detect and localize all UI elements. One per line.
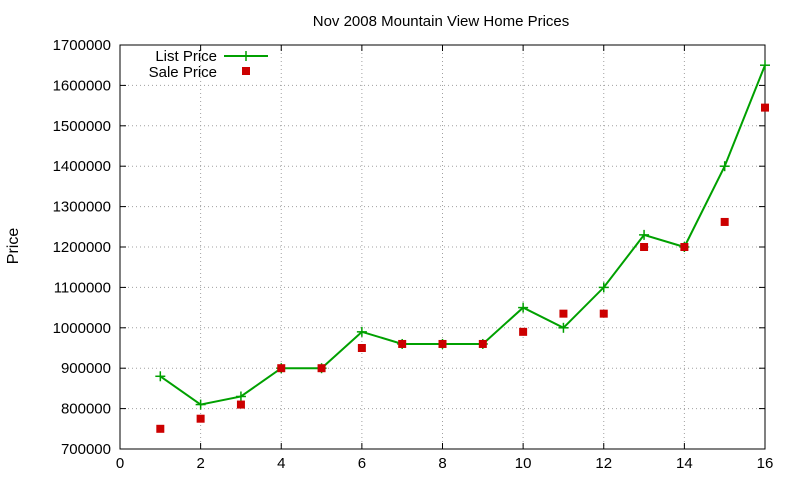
list-price-point bbox=[235, 391, 246, 402]
list-price-point bbox=[598, 282, 609, 293]
sale-price-point bbox=[599, 309, 608, 318]
y-tick-label: 700000 bbox=[61, 441, 111, 458]
y-tick-label: 1200000 bbox=[53, 239, 111, 256]
legend: List Price Sale Price bbox=[149, 48, 268, 81]
list-price-point bbox=[195, 399, 206, 410]
x-tick-label: 4 bbox=[277, 455, 285, 472]
sale-price-point bbox=[680, 243, 689, 251]
y-tick-label: 1300000 bbox=[53, 199, 111, 216]
x-tick-label: 10 bbox=[515, 455, 532, 472]
sale-price-point bbox=[236, 400, 245, 409]
sale-price-point bbox=[438, 339, 447, 348]
y-axis-label: Price bbox=[5, 228, 22, 265]
sale-price-point bbox=[196, 414, 205, 423]
series-line-list-price bbox=[159, 64, 766, 406]
sale-price-point bbox=[398, 339, 407, 348]
list-price-point bbox=[639, 229, 650, 240]
sale-price-point bbox=[640, 243, 649, 251]
x-tick-label: 2 bbox=[196, 455, 204, 472]
sale-price-point bbox=[720, 217, 729, 226]
list-price-point bbox=[155, 371, 166, 382]
legend-marker-sale-price bbox=[242, 67, 250, 75]
y-tick-label: 800000 bbox=[61, 401, 111, 418]
grid-lines bbox=[120, 45, 765, 449]
y-tick-label: 1500000 bbox=[53, 118, 111, 135]
sale-price-point bbox=[156, 424, 165, 433]
y-tick-label: 1100000 bbox=[54, 279, 111, 296]
sale-price-point bbox=[478, 339, 487, 348]
sale-price-point bbox=[519, 327, 528, 336]
legend-marker-list-price bbox=[241, 51, 251, 61]
chart-title: Nov 2008 Mountain View Home Prices bbox=[313, 13, 570, 30]
list-price-point bbox=[558, 322, 569, 333]
x-tick-label: 16 bbox=[757, 455, 774, 472]
y-tick-label: 1700000 bbox=[53, 37, 111, 54]
axis-ticks: 700000 800000 900000 1000000 1100000 1200000 1… bbox=[53, 37, 774, 472]
legend-label-sale-price: Sale Price bbox=[149, 64, 217, 81]
x-tick-label: 0 bbox=[116, 455, 124, 472]
sale-price-point bbox=[761, 103, 769, 112]
x-tick-label: 14 bbox=[676, 455, 693, 472]
x-tick-label: 8 bbox=[438, 455, 446, 472]
sale-price-point bbox=[277, 364, 286, 373]
sale-price-point bbox=[559, 309, 568, 318]
y-tick-label: 900000 bbox=[61, 360, 111, 377]
x-tick-label: 12 bbox=[595, 455, 612, 472]
list-price-point bbox=[760, 60, 770, 71]
list-price-point bbox=[719, 161, 730, 172]
y-tick-label: 1600000 bbox=[53, 77, 111, 94]
y-tick-label: 1000000 bbox=[53, 320, 111, 337]
list-price-point bbox=[518, 302, 529, 313]
list-price-point bbox=[356, 326, 367, 337]
x-tick-label: 6 bbox=[358, 455, 366, 472]
sale-price-point bbox=[317, 364, 326, 373]
legend-label-list-price: List Price bbox=[155, 48, 217, 65]
series-layer bbox=[155, 60, 770, 433]
sale-price-point bbox=[357, 344, 366, 352]
y-tick-label: 1400000 bbox=[53, 158, 111, 175]
